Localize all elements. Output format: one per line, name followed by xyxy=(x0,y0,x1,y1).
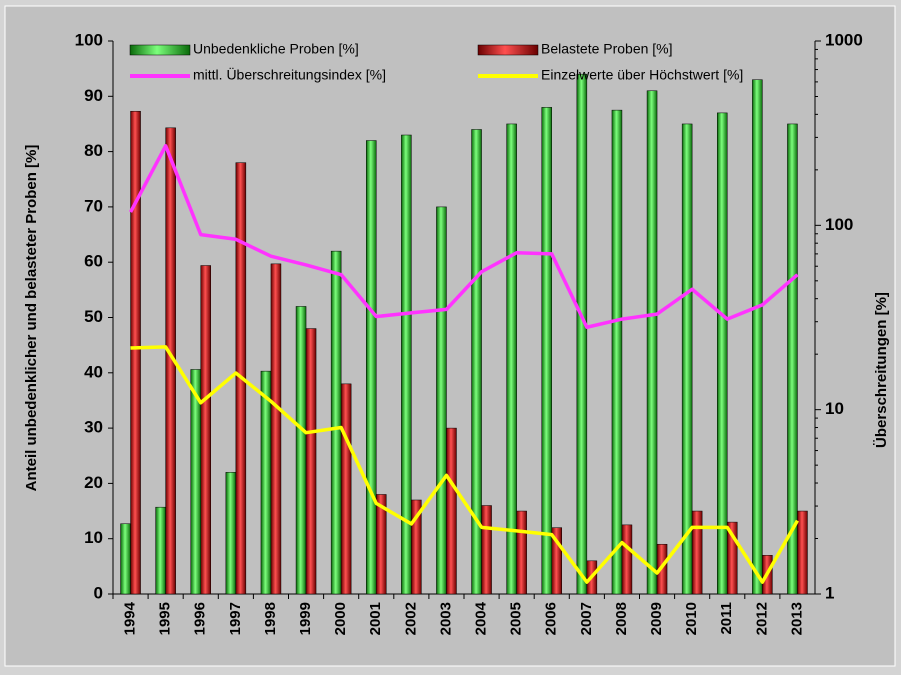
x-tick-label: 2011 xyxy=(718,602,735,635)
x-tick-label: 1996 xyxy=(192,602,209,635)
bar xyxy=(270,263,282,595)
y-tick-label: 20 xyxy=(84,473,103,492)
bar xyxy=(541,107,552,595)
y-tick-label: 90 xyxy=(84,86,103,105)
y2-axis-title: Überschreitungen [%] xyxy=(873,292,890,448)
bar xyxy=(621,524,633,595)
x-tick-label: 1999 xyxy=(297,602,314,635)
x-tick-label: 2013 xyxy=(788,602,805,635)
legend-swatch xyxy=(477,44,539,56)
bar xyxy=(295,306,307,595)
bar xyxy=(260,370,272,595)
x-tick-label: 1997 xyxy=(227,602,244,635)
x-tick-label: 2006 xyxy=(543,602,560,635)
y2-tick-label: 10 xyxy=(825,399,844,418)
bar xyxy=(330,250,342,595)
bar xyxy=(611,109,623,595)
x-tick-label: 1995 xyxy=(157,602,174,635)
bar xyxy=(787,123,798,595)
x-tick-label: 2005 xyxy=(508,602,525,635)
bar xyxy=(200,265,211,595)
x-tick-label: 2003 xyxy=(437,602,454,635)
x-tick-label: 2008 xyxy=(613,602,630,635)
bar xyxy=(752,79,763,595)
bar xyxy=(366,140,377,595)
x-tick-label: 2010 xyxy=(683,602,700,635)
legend-label: Unbedenkliche Proben [%] xyxy=(193,41,359,57)
y-tick-label: 80 xyxy=(84,141,103,160)
x-tick-label: 1994 xyxy=(122,601,139,635)
bar xyxy=(646,90,658,595)
y-tick-label: 40 xyxy=(84,362,103,381)
line xyxy=(129,144,799,329)
bar xyxy=(446,427,457,595)
x-tick-label: 2007 xyxy=(578,602,595,635)
x-tick-label: 2001 xyxy=(367,602,384,635)
x-tick-label: 1998 xyxy=(262,602,279,635)
y2-tick-label: 1 xyxy=(825,583,834,602)
y-tick-label: 30 xyxy=(84,418,103,437)
bar xyxy=(516,510,527,595)
bar xyxy=(727,521,738,595)
x-tick-label: 2009 xyxy=(648,602,665,635)
bar xyxy=(305,328,317,595)
bar xyxy=(436,206,447,595)
bar xyxy=(120,523,131,595)
y-tick-label: 0 xyxy=(94,583,103,602)
line xyxy=(130,345,799,584)
legend-swatch xyxy=(129,44,191,56)
bar xyxy=(155,506,166,595)
bar xyxy=(681,123,693,595)
y-axis-title: Anteil unbedenklicher und belasteter Pro… xyxy=(23,145,40,492)
bar xyxy=(481,505,492,595)
y-tick-label: 50 xyxy=(84,307,103,326)
y-tick-label: 100 xyxy=(75,30,103,49)
bar xyxy=(506,123,517,595)
bar xyxy=(576,73,588,595)
bar xyxy=(717,112,728,595)
legend-label: mittl. Überschreitungsindex [%] xyxy=(193,66,386,83)
y2-tick-label: 100 xyxy=(825,215,853,234)
bar xyxy=(130,110,141,595)
bar xyxy=(401,134,412,595)
bar xyxy=(691,510,703,595)
bar xyxy=(797,510,808,595)
bar xyxy=(225,472,237,595)
bar xyxy=(411,499,422,595)
bar xyxy=(471,129,482,595)
bar xyxy=(340,383,352,595)
x-tick-label: 2004 xyxy=(473,601,490,635)
y-tick-label: 70 xyxy=(84,196,103,215)
bar xyxy=(376,494,387,595)
x-tick-label: 2012 xyxy=(753,602,770,635)
x-tick-label: 2000 xyxy=(332,602,349,635)
y2-tick-label: 1000 xyxy=(825,30,863,49)
y-tick-label: 60 xyxy=(84,252,103,271)
legend-label: Belastete Proben [%] xyxy=(541,41,673,57)
bar xyxy=(551,527,562,595)
x-tick-label: 2002 xyxy=(402,602,419,635)
y-tick-label: 10 xyxy=(84,528,103,547)
legend-label: Einzelwerte über Höchstwert [%] xyxy=(541,67,743,83)
